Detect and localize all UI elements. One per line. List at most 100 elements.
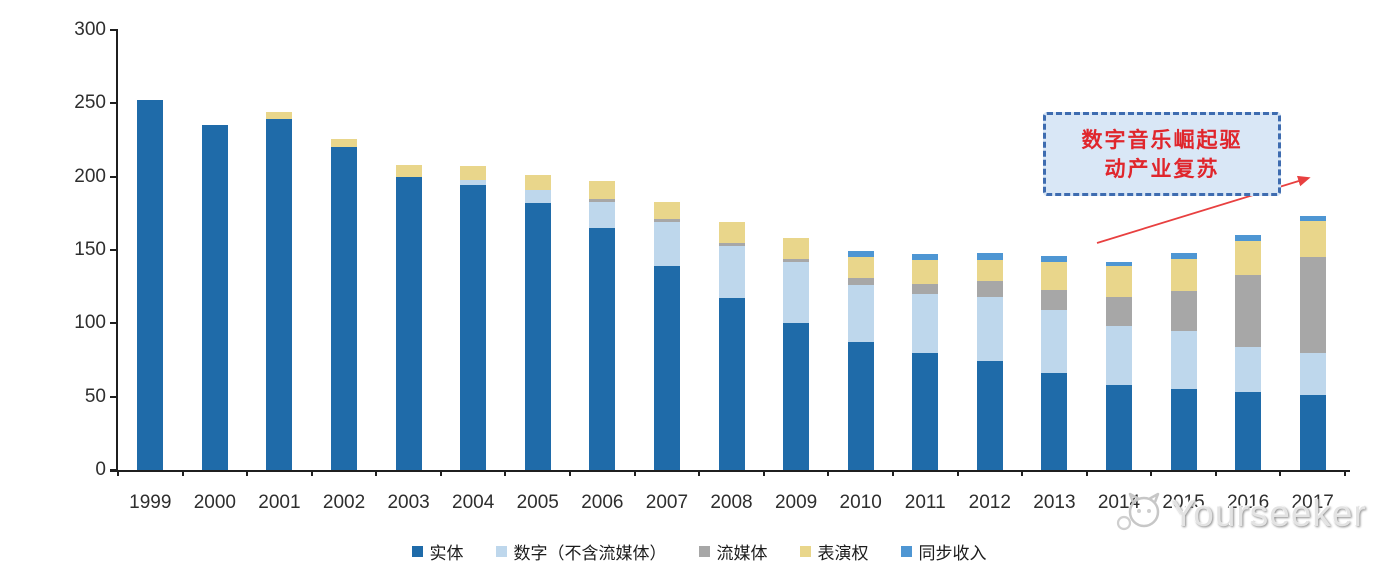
x-axis-tick-label: 2010 — [839, 492, 882, 513]
y-axis-tick-label: 100 — [74, 312, 106, 334]
x-axis-tick — [504, 470, 507, 476]
bar-segment — [1041, 373, 1068, 470]
bar-segment — [1299, 395, 1326, 470]
x-axis-tick-label: 2013 — [1033, 492, 1076, 513]
bar-segment — [524, 203, 551, 470]
legend-item: 数字（不含流媒体） — [495, 539, 667, 564]
y-axis-tick — [110, 102, 118, 105]
bar-segment — [1299, 257, 1326, 353]
bar-2003 — [395, 30, 422, 470]
bar-2006 — [589, 30, 616, 470]
x-axis-tick — [1150, 470, 1153, 476]
bar-segment — [1235, 241, 1262, 275]
bar-2014 — [1105, 30, 1132, 470]
bar-2013 — [1041, 30, 1068, 470]
bar-segment — [1041, 261, 1068, 290]
bar-segment — [1170, 252, 1197, 259]
x-axis-tick — [117, 470, 119, 476]
y-axis-tick — [110, 249, 118, 251]
watermark-text: Yourseeker — [1171, 493, 1367, 534]
bar-segment — [460, 185, 487, 470]
bar-segment — [460, 179, 487, 186]
y-axis-tick-label: 250 — [74, 92, 106, 114]
x-axis-tick — [956, 470, 959, 476]
bar-segment — [847, 342, 874, 470]
bar-segment — [1170, 330, 1197, 390]
bar-segment — [912, 260, 939, 284]
bar-segment — [589, 198, 616, 202]
bar-segment — [847, 251, 874, 258]
x-axis-tick-label: 2004 — [452, 492, 495, 513]
legend-item: 流媒体 — [698, 539, 768, 564]
x-axis-tick-label: 2008 — [710, 492, 753, 513]
y-axis-line — [116, 30, 118, 472]
bar-2005 — [524, 30, 551, 470]
legend-label: 实体 — [429, 543, 464, 564]
x-axis-tick-label: 2015 — [1162, 492, 1205, 513]
bar-segment — [847, 257, 874, 278]
bar-segment — [1299, 220, 1326, 258]
bar-2012 — [976, 30, 1003, 470]
legend-label: 流媒体 — [716, 543, 768, 564]
bar-2007 — [653, 30, 680, 470]
legend-swatch-icon — [495, 545, 507, 557]
bar-plot-area — [118, 30, 1345, 470]
bar-segment — [1041, 289, 1068, 311]
bar-segment — [460, 166, 487, 180]
bar-segment — [653, 201, 680, 220]
x-axis-line — [110, 470, 1350, 472]
x-axis-tick — [891, 470, 894, 476]
bar-segment — [137, 100, 164, 470]
bar-segment — [912, 283, 939, 294]
bar-segment — [718, 245, 745, 299]
y-axis-tick-label: 150 — [74, 239, 106, 260]
legend-label: 数字（不含流媒体） — [513, 543, 667, 564]
bar-segment — [1299, 216, 1326, 221]
y-axis-tick — [110, 395, 118, 398]
bar-segment — [589, 201, 616, 228]
x-axis-tick — [375, 470, 378, 476]
bar-segment — [1105, 384, 1132, 470]
x-axis-tick-label: 2000 — [193, 492, 236, 513]
chart-legend: 实体 数字（不含流媒体） 流媒体 表演权 同步收入 — [0, 538, 1398, 564]
x-axis-tick-label: 2003 — [387, 492, 430, 513]
bar-segment — [266, 112, 293, 120]
bar-segment — [331, 138, 358, 148]
bar-segment — [783, 238, 810, 259]
x-axis-tick-label: 2017 — [1291, 492, 1334, 513]
bar-segment — [524, 175, 551, 190]
bar-segment — [718, 298, 745, 470]
bar-segment — [1170, 258, 1197, 292]
watermark: Yourseeker — [1115, 490, 1367, 538]
bar-segment — [1235, 235, 1262, 242]
y-axis-tick — [110, 29, 118, 31]
bar-segment — [589, 228, 616, 470]
x-axis-tick — [1214, 470, 1217, 476]
bar-segment — [1105, 326, 1132, 385]
bar-segment — [1235, 392, 1262, 470]
bar-segment — [847, 285, 874, 343]
legend-item: 实体 — [411, 539, 464, 564]
x-axis-tick — [1344, 470, 1346, 476]
legend-item: 表演权 — [799, 539, 869, 564]
y-axis-tick — [110, 175, 118, 178]
x-axis-tick-label: 2002 — [322, 492, 366, 513]
bar-segment — [1170, 291, 1197, 331]
bar-2016 — [1235, 30, 1262, 470]
bar-2000 — [201, 30, 228, 470]
bar-segment — [653, 219, 680, 223]
bar-segment — [1299, 352, 1326, 396]
bar-segment — [783, 258, 810, 262]
x-axis-tick — [246, 470, 249, 476]
x-axis-tick — [181, 470, 184, 476]
bar-segment — [653, 222, 680, 267]
bar-segment — [976, 260, 1003, 281]
bar-segment — [1235, 274, 1262, 347]
bar-segment — [1235, 346, 1262, 393]
y-axis-tick-label: 300 — [74, 19, 106, 40]
x-axis-tick-label: 2016 — [1226, 492, 1270, 513]
bar-2004 — [460, 30, 487, 470]
x-axis-tick — [762, 470, 765, 476]
x-axis-tick-label: 2012 — [968, 492, 1011, 513]
